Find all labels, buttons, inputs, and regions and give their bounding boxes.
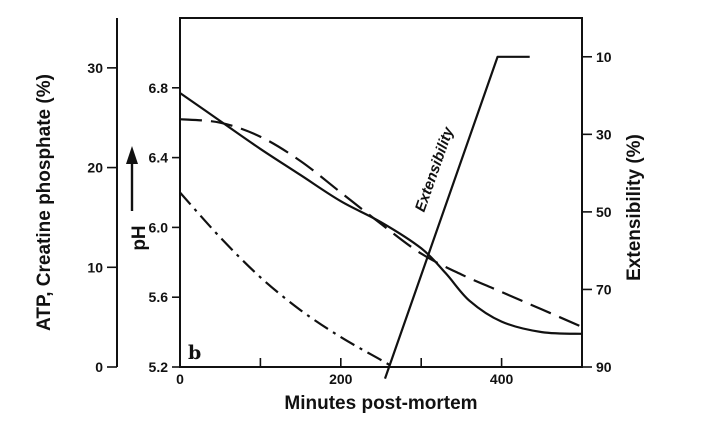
axes bbox=[116, 17, 583, 368]
outer-y-tick-label: 0 bbox=[95, 359, 103, 375]
ph-tick-label: 6.0 bbox=[149, 219, 169, 235]
x-axis-title: Minutes post-mortem bbox=[284, 393, 477, 414]
outer-y-tick-label: 10 bbox=[87, 259, 103, 275]
series-line-2 bbox=[179, 191, 394, 368]
right-y-tick-label: 70 bbox=[596, 281, 612, 297]
x-tick-label: 400 bbox=[490, 371, 514, 387]
panel-label: b bbox=[188, 342, 201, 364]
series-line-0 bbox=[179, 92, 583, 335]
x-tick-label: 200 bbox=[329, 371, 353, 387]
annotation-extensibility: Extensibility bbox=[412, 124, 457, 214]
ph-arrow-icon bbox=[126, 146, 138, 211]
right-y-axis-title: Extensibility (%) bbox=[624, 134, 645, 281]
outer-y-tick-label: 30 bbox=[87, 60, 103, 76]
right-y-tick-label: 50 bbox=[596, 204, 612, 220]
ph-axis-title: pH bbox=[129, 225, 150, 250]
right-y-tick-label: 10 bbox=[596, 49, 612, 65]
series-line-1 bbox=[179, 118, 583, 328]
curves bbox=[179, 55, 583, 379]
ph-tick-label: 6.8 bbox=[149, 80, 169, 96]
ticks: 0 200 400 0 10 20 30 5.2 5.6 6.0 6.4 6.8 10 30 50 70 90 bbox=[87, 49, 611, 387]
ph-tick-label: 6.4 bbox=[149, 150, 169, 166]
outer-y-axis-title: ATP, Creatine phosphate (%) bbox=[34, 74, 55, 331]
right-y-tick-label: 90 bbox=[596, 359, 612, 375]
x-tick-label: 0 bbox=[176, 371, 184, 387]
ph-tick-label: 5.2 bbox=[149, 359, 169, 375]
outer-y-tick-label: 20 bbox=[87, 160, 103, 176]
series-line-3 bbox=[383, 55, 530, 379]
ph-tick-label: 5.6 bbox=[149, 289, 169, 305]
plot-frame bbox=[179, 17, 583, 368]
right-y-tick-label: 30 bbox=[596, 126, 612, 142]
